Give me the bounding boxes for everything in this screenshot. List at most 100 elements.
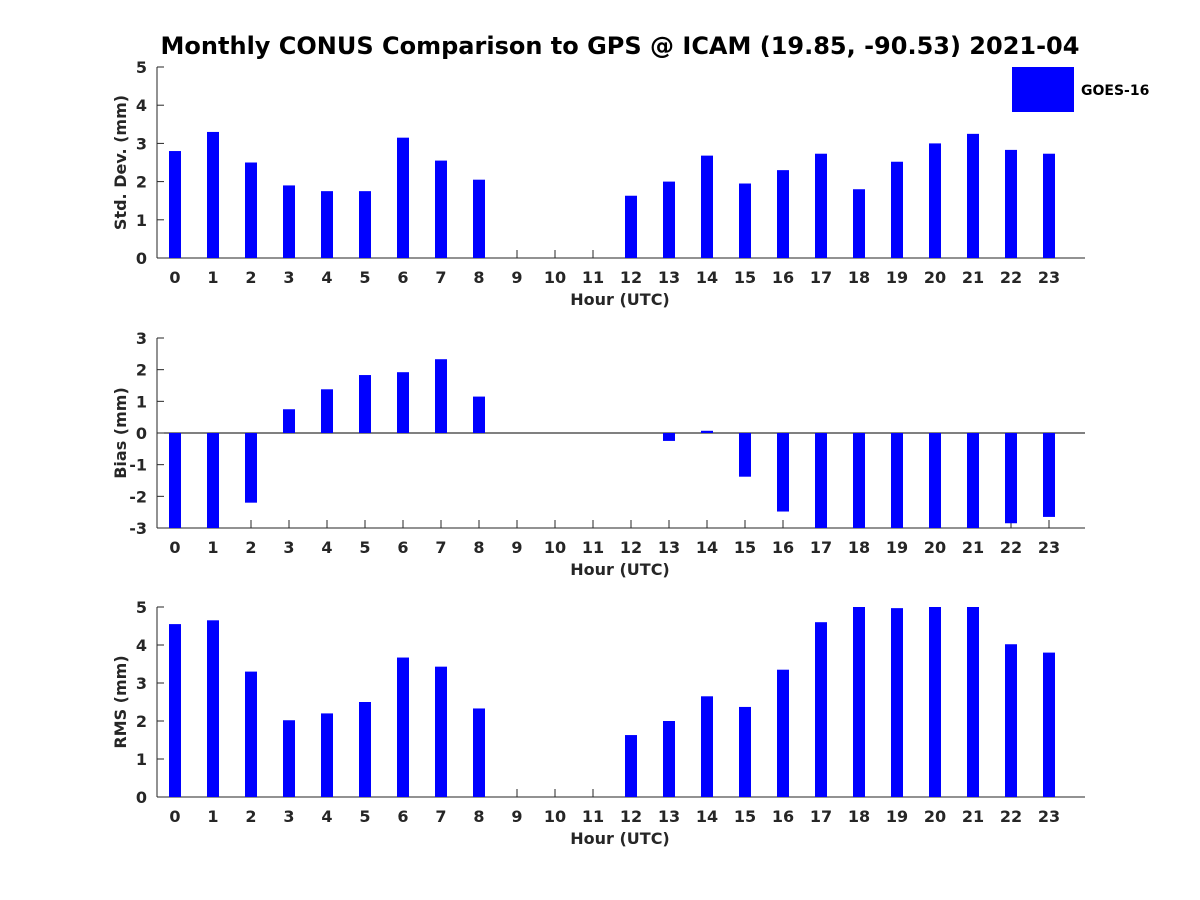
x-tick-label: 18 [848, 538, 870, 557]
bar [435, 359, 447, 433]
x-tick-label: 5 [359, 807, 370, 826]
y-tick-label: 0 [136, 788, 147, 807]
x-tick-label: 11 [582, 538, 604, 557]
bar [663, 721, 675, 797]
x-tick-label: 14 [696, 538, 718, 557]
y-tick-label: 3 [136, 329, 147, 348]
x-tick-label: 10 [544, 538, 566, 557]
legend: GOES-16 [1012, 67, 1149, 112]
x-tick-label: 6 [397, 807, 408, 826]
x-tick-label: 6 [397, 268, 408, 287]
bar [853, 607, 865, 797]
x-tick-label: 8 [473, 538, 484, 557]
bar [739, 183, 751, 258]
x-tick-label: 13 [658, 807, 680, 826]
x-tick-label: 21 [962, 807, 984, 826]
bar [1005, 433, 1017, 524]
y-tick-label: 1 [136, 211, 147, 230]
x-tick-label: 12 [620, 807, 642, 826]
x-tick-label: 19 [886, 807, 908, 826]
y-tick-label: -2 [129, 487, 147, 506]
x-tick-label: 9 [511, 268, 522, 287]
y-tick-label: 3 [136, 134, 147, 153]
y-tick-label: 0 [136, 249, 147, 268]
x-tick-label: 23 [1038, 807, 1060, 826]
bar [397, 372, 409, 433]
x-tick-label: 22 [1000, 268, 1022, 287]
x-tick-label: 8 [473, 807, 484, 826]
bar [1043, 153, 1055, 258]
x-tick-label: 13 [658, 268, 680, 287]
y-tick-label: 2 [136, 361, 147, 380]
bar [891, 608, 903, 797]
bar [1005, 149, 1017, 258]
x-tick-label: 22 [1000, 807, 1022, 826]
bar [777, 170, 789, 258]
bar [283, 720, 295, 797]
bar [853, 433, 865, 528]
x-tick-label: 11 [582, 268, 604, 287]
bar [815, 622, 827, 797]
x-tick-label: 3 [283, 268, 294, 287]
y-tick-label: 2 [136, 712, 147, 731]
y-tick-label: 4 [136, 636, 147, 655]
bar [245, 433, 257, 503]
x-tick-label: 1 [207, 538, 218, 557]
x-tick-label: 9 [511, 538, 522, 557]
y-tick-label: 0 [136, 424, 147, 443]
bar [207, 131, 219, 258]
chart-title: Monthly CONUS Comparison to GPS @ ICAM (… [161, 32, 1080, 60]
bar [967, 133, 979, 258]
bar [701, 430, 713, 433]
bar [397, 137, 409, 258]
bar [701, 696, 713, 797]
bar [245, 162, 257, 258]
x-tick-label: 3 [283, 538, 294, 557]
legend-swatch [1012, 67, 1074, 112]
y-tick-label: 1 [136, 750, 147, 769]
bar [891, 433, 903, 528]
bar [207, 620, 219, 797]
bar [321, 713, 333, 797]
bar [815, 153, 827, 258]
x-tick-label: 20 [924, 268, 946, 287]
x-tick-label: 21 [962, 268, 984, 287]
x-tick-label: 1 [207, 807, 218, 826]
x-tick-label: 23 [1038, 268, 1060, 287]
x-tick-label: 9 [511, 807, 522, 826]
x-axis-label: Hour (UTC) [570, 290, 670, 309]
x-tick-label: 21 [962, 538, 984, 557]
bar [929, 607, 941, 797]
bar [1005, 644, 1017, 797]
bar [1043, 652, 1055, 797]
x-tick-label: 16 [772, 807, 794, 826]
bar [967, 433, 979, 528]
y-tick-label: 4 [136, 96, 147, 115]
x-tick-label: 17 [810, 807, 832, 826]
bar [739, 706, 751, 797]
x-tick-label: 5 [359, 268, 370, 287]
x-tick-label: 12 [620, 538, 642, 557]
x-tick-label: 20 [924, 538, 946, 557]
y-tick-label: 3 [136, 674, 147, 693]
y-axis-label: RMS (mm) [111, 655, 130, 748]
bar [815, 433, 827, 528]
bar [359, 702, 371, 797]
bar [967, 607, 979, 797]
bar [473, 396, 485, 433]
y-tick-label: 5 [136, 58, 147, 77]
bar [397, 657, 409, 797]
bar [169, 151, 181, 258]
x-tick-label: 18 [848, 807, 870, 826]
bar [283, 185, 295, 258]
x-tick-label: 22 [1000, 538, 1022, 557]
x-tick-label: 17 [810, 538, 832, 557]
bar [663, 181, 675, 258]
bar [169, 624, 181, 797]
y-axis-label: Std. Dev. (mm) [111, 95, 130, 230]
x-tick-label: 10 [544, 807, 566, 826]
x-tick-label: 18 [848, 268, 870, 287]
